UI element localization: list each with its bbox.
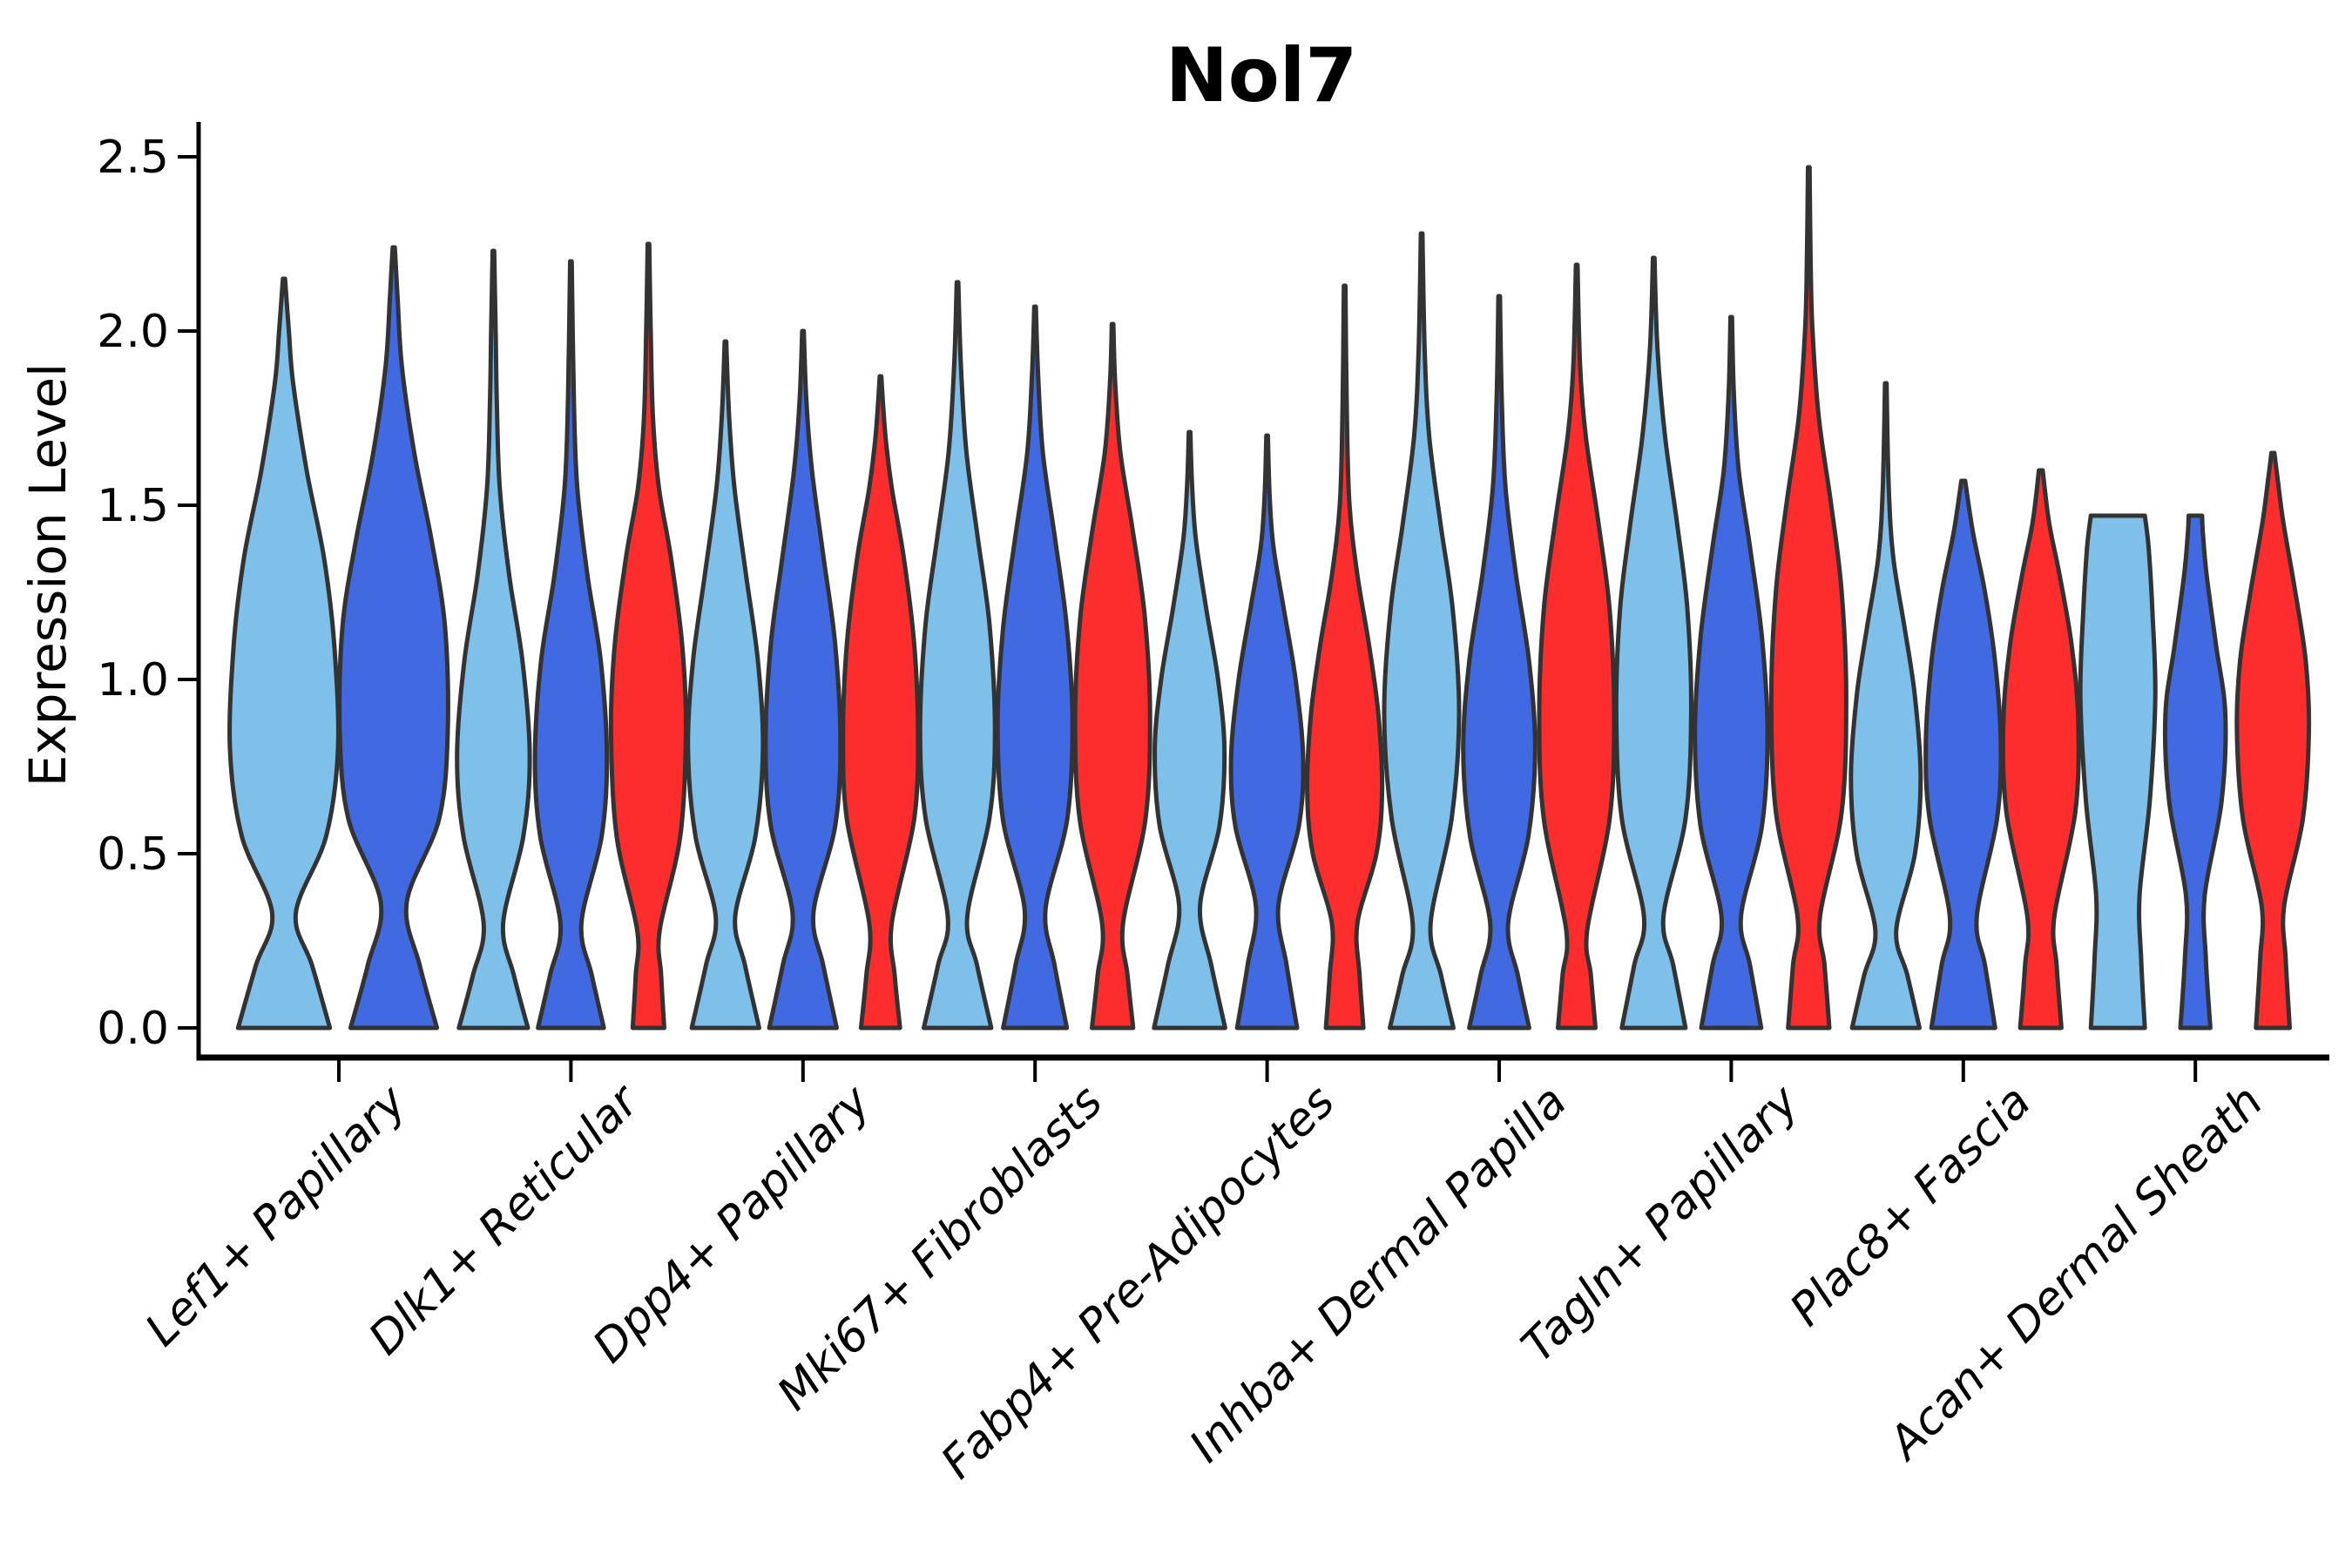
y-tick-label: 2.0: [97, 306, 169, 358]
violin-red: [1305, 283, 1385, 1031]
x-tick-label: Acan+ Dermal Sheath: [1877, 1076, 2273, 1471]
violin-royalblue: [337, 245, 450, 1031]
violin-skyblue: [1613, 255, 1693, 1031]
violin-red: [2000, 468, 2081, 1031]
violin-red: [608, 241, 688, 1031]
violins-layer: [227, 165, 2312, 1031]
violin-red: [1072, 321, 1152, 1031]
y-axis-label: Expression Level: [18, 363, 78, 787]
violin-skyblue: [686, 339, 766, 1031]
y-tick-label: 0.0: [97, 1003, 169, 1055]
violin-red: [1537, 262, 1617, 1031]
violin-skyblue: [1152, 429, 1227, 1031]
y-tick-label: 2.5: [97, 132, 169, 184]
y-tick-label: 0.5: [97, 828, 169, 881]
violin-royalblue: [1693, 314, 1770, 1031]
violin-skyblue: [1848, 381, 1923, 1031]
violin-skyblue: [1382, 231, 1462, 1031]
violin-royalblue: [532, 259, 610, 1031]
chart-title: Nol7: [1166, 32, 1357, 119]
violin-red: [2234, 450, 2312, 1031]
violin-royalblue: [2162, 513, 2228, 1031]
violin-royalblue: [1923, 478, 2004, 1031]
violin-royalblue: [995, 304, 1075, 1031]
x-tick-label: Plac8+ Fascia: [1781, 1076, 2041, 1336]
violin-skyblue: [455, 248, 532, 1031]
violin-red: [841, 374, 921, 1031]
violin-skyblue: [227, 276, 341, 1031]
y-tick-label: 1.0: [97, 654, 169, 706]
x-tick-label: Inhba+ Dermal Papilla: [1179, 1076, 1577, 1473]
x-tick-label: Fabp4+ Pre-Adipocytes: [931, 1076, 1345, 1490]
violin-skyblue: [2078, 513, 2158, 1031]
violin-red: [1768, 165, 1848, 1031]
violin-royalblue: [1228, 433, 1306, 1031]
violin-skyblue: [917, 280, 997, 1031]
y-tick-label: 1.5: [97, 480, 169, 532]
violin-royalblue: [1461, 294, 1538, 1031]
violin-royalblue: [763, 328, 843, 1031]
